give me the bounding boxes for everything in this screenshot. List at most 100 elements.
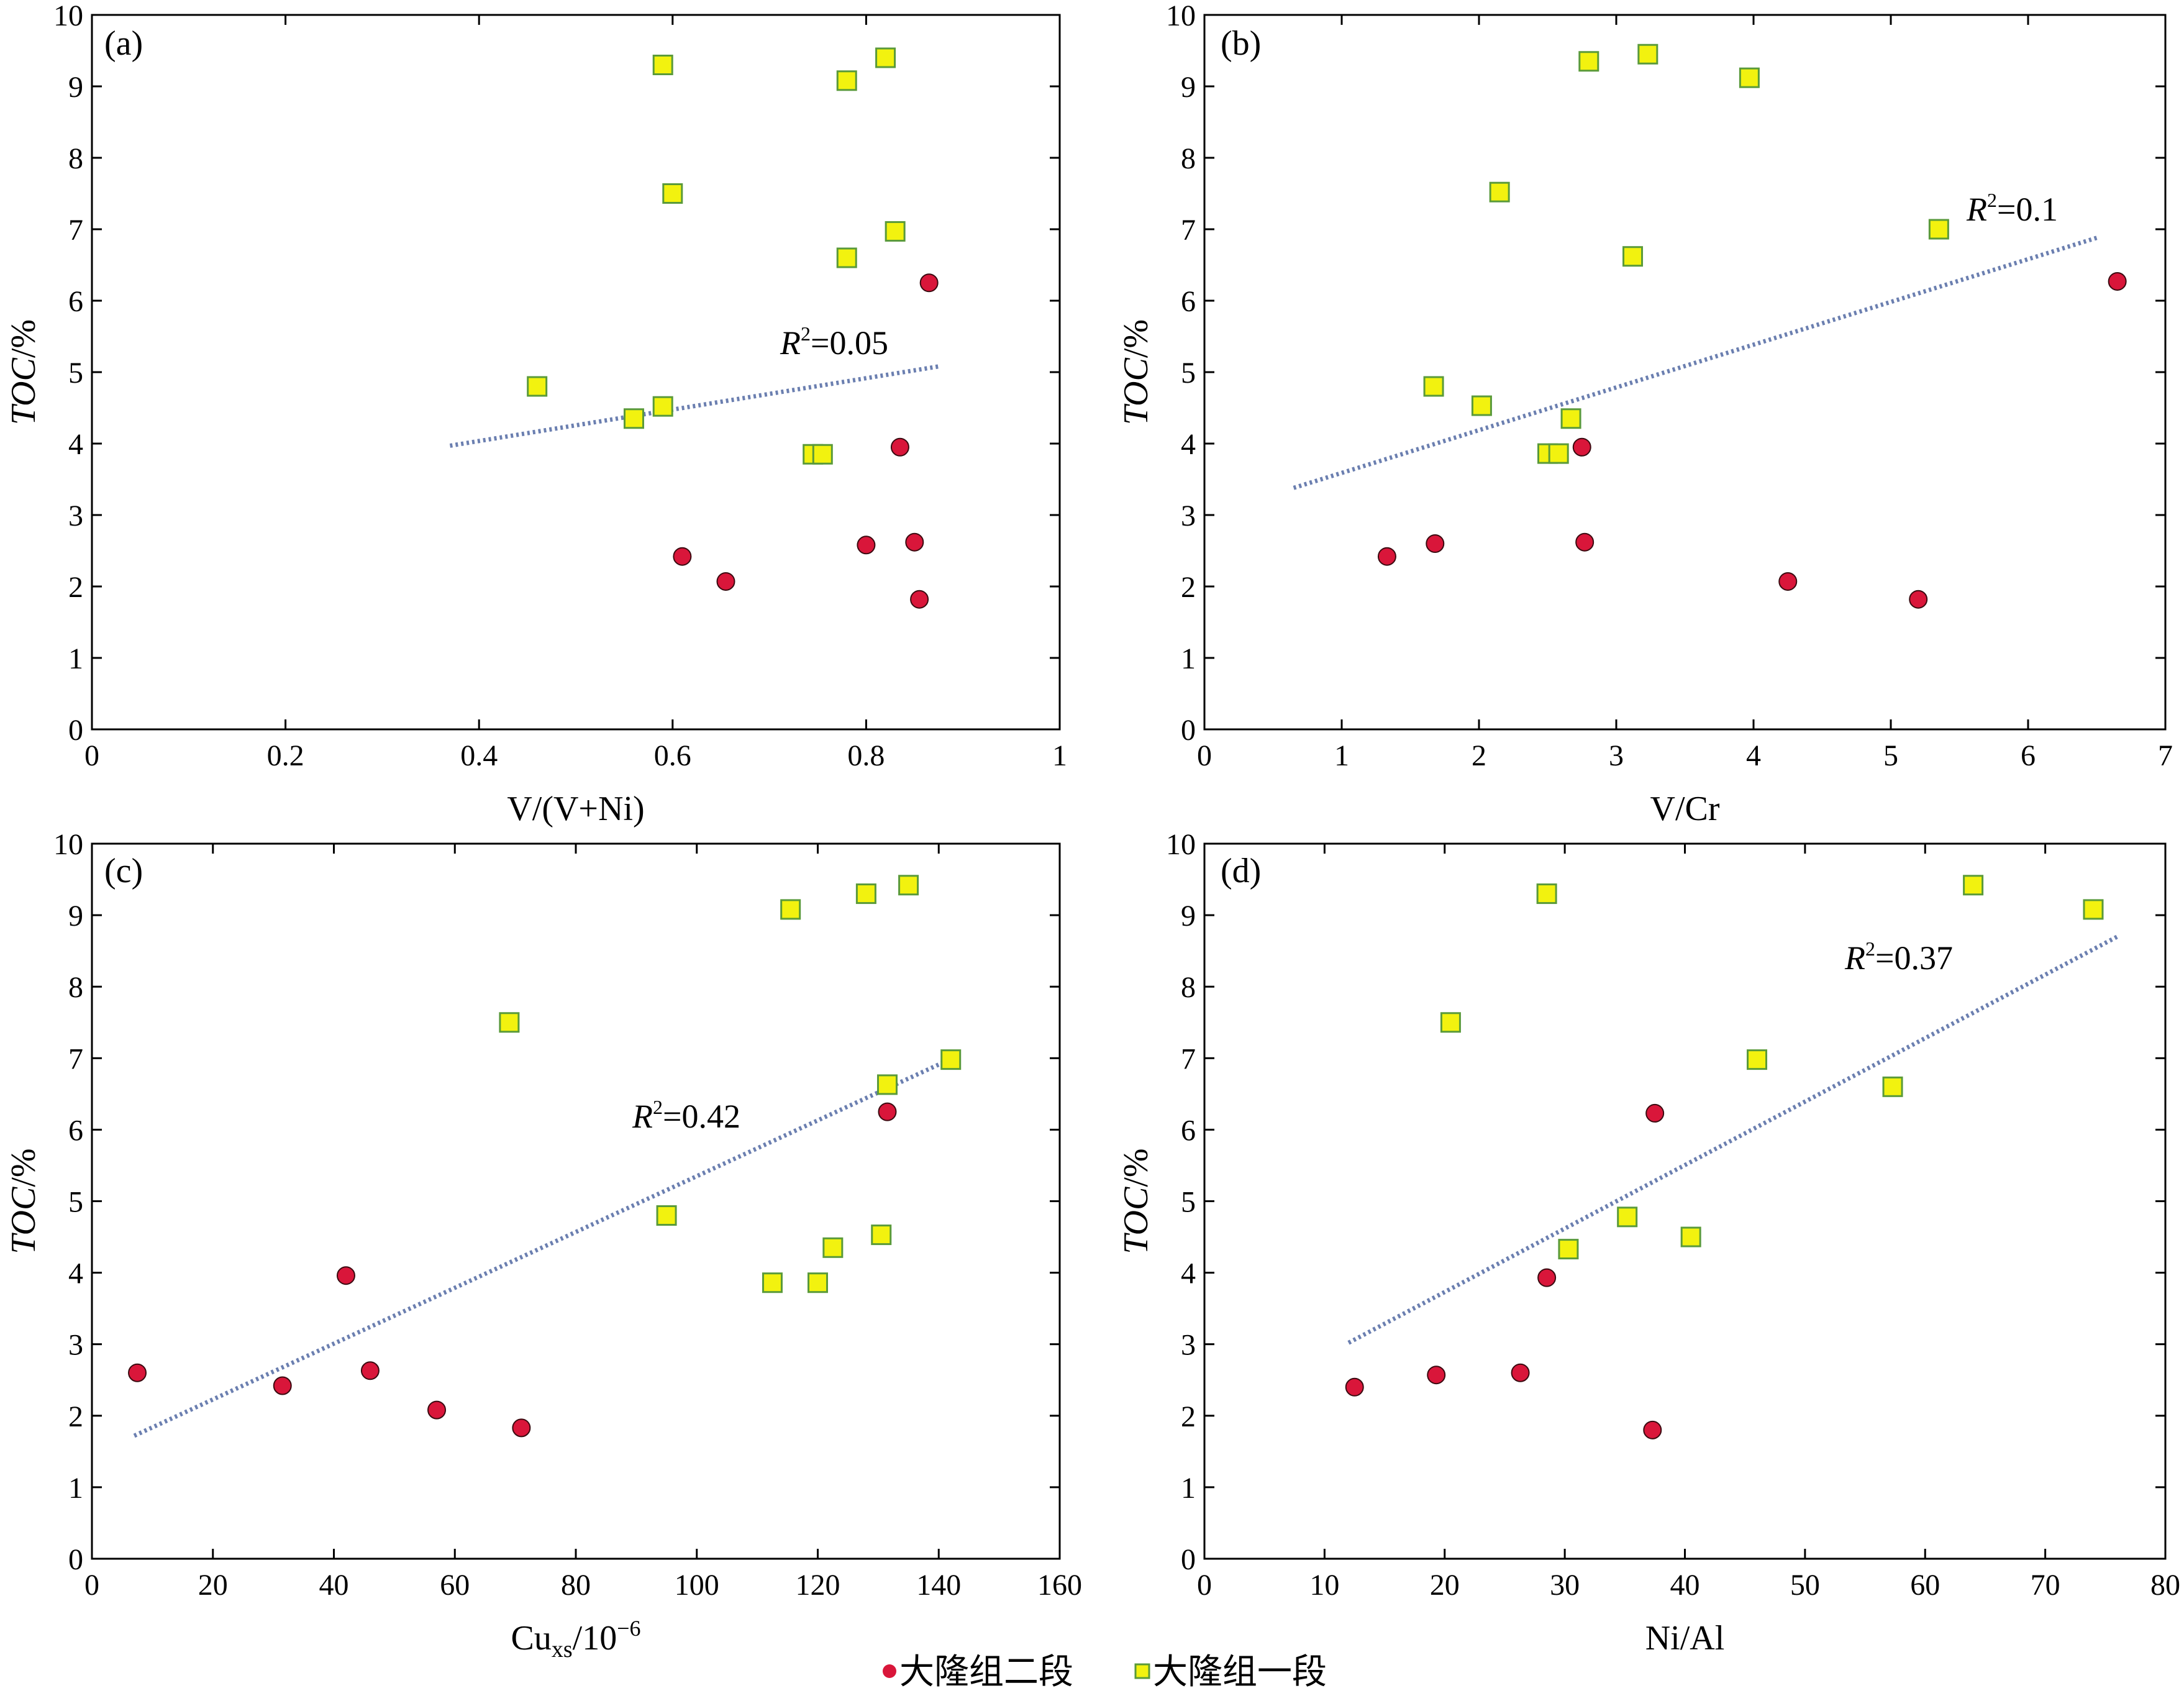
data-point-series1 <box>1423 376 1444 397</box>
x-tick-label: 100 <box>675 1569 719 1602</box>
chart-panel-b: 0 1 2 3 4 5 6 7 8 9 10 0 1 2 3 4 5 6 7 (b) V/Cr TOC/% R2=0.1 <box>1117 0 2173 828</box>
data-point-series1 <box>652 396 673 417</box>
x-tick-label: 60 <box>440 1569 470 1602</box>
legend: 大隆组二段 大隆组一段 <box>883 1652 1327 1692</box>
data-point-series1 <box>808 1272 828 1293</box>
data-point-series2 <box>1572 437 1591 457</box>
data-point-series2 <box>890 437 909 457</box>
data-point-series1 <box>499 1012 520 1033</box>
y-tick-label: 3 <box>1181 499 1196 532</box>
y-tick-label: 1 <box>1181 642 1196 675</box>
x-tick-label: 7 <box>2158 739 2173 772</box>
x-tick-label: 30 <box>1550 1569 1580 1602</box>
y-tick-label: 9 <box>1181 900 1196 933</box>
y-tick-label: 10 <box>1166 828 1196 861</box>
legend-marker-series1 <box>1134 1663 1150 1679</box>
trend-line <box>1293 235 2098 490</box>
x-tick-label: 5 <box>1883 739 1898 772</box>
x-tick-label: 0.2 <box>267 739 304 772</box>
data-point-series1 <box>1747 1049 1768 1070</box>
y-tick-label: 10 <box>1166 0 1196 32</box>
data-point-series1 <box>871 1224 892 1246</box>
data-point-series1 <box>1622 246 1644 267</box>
data-point-series1 <box>1489 181 1510 203</box>
x-axis-label: Ni/Al <box>1645 1619 1725 1658</box>
data-point-series2 <box>1511 1363 1530 1382</box>
data-point-series1 <box>623 408 644 429</box>
y-tick-label: 2 <box>1181 571 1196 604</box>
data-point-series1 <box>940 1049 962 1070</box>
plot-frame <box>91 842 1061 1560</box>
data-point-series2 <box>1909 590 1928 609</box>
data-point-series1 <box>1548 443 1569 464</box>
y-tick-label: 9 <box>68 71 83 104</box>
data-point-series2 <box>716 572 735 591</box>
data-point-series1 <box>836 70 857 91</box>
data-point-series1 <box>1963 875 1984 896</box>
y-tick-label: 8 <box>1181 142 1196 175</box>
y-tick-label: 1 <box>68 642 83 675</box>
x-tick-label: 0 <box>1197 1569 1212 1602</box>
legend-label-series1: 大隆组一段 <box>1153 1652 1327 1692</box>
trend-line <box>1347 934 2119 1345</box>
y-tick-label: 3 <box>68 1329 83 1362</box>
y-tick-label: 6 <box>68 1114 83 1147</box>
data-point-series2 <box>2108 271 2127 291</box>
y-tick-label: 5 <box>68 357 83 390</box>
y-tick-label: 7 <box>1181 214 1196 247</box>
data-point-series1 <box>2083 899 2104 920</box>
data-point-series2 <box>1645 1103 1665 1123</box>
data-point-series2 <box>1537 1268 1557 1287</box>
x-tick-label: 160 <box>1037 1569 1082 1602</box>
plot-frame <box>1203 14 2167 731</box>
y-tick-label: 6 <box>1181 1114 1196 1147</box>
data-point-series1 <box>822 1237 844 1258</box>
x-tick-label: 20 <box>1430 1569 1460 1602</box>
y-tick-label: 7 <box>68 1042 83 1075</box>
y-tick-label: 0 <box>68 714 83 747</box>
y-tick-label: 6 <box>68 285 83 318</box>
data-point-series1 <box>1637 43 1658 65</box>
y-tick-label: 0 <box>1181 714 1196 747</box>
data-point-series2 <box>905 532 924 552</box>
x-tick-label: 140 <box>916 1569 961 1602</box>
x-tick-label: 10 <box>1309 1569 1339 1602</box>
panel-label: (d) <box>1221 852 1261 890</box>
legend-label-series2: 大隆组二段 <box>899 1652 1073 1692</box>
y-tick-label: 2 <box>68 571 83 604</box>
panel-label: (b) <box>1221 24 1261 63</box>
y-tick-label: 1 <box>68 1472 83 1505</box>
trend-line <box>449 364 939 448</box>
data-point-series2 <box>1427 1366 1446 1385</box>
legend-marker-series2 <box>883 1664 896 1678</box>
x-tick-label: 80 <box>2150 1569 2180 1602</box>
data-point-series2 <box>273 1376 292 1395</box>
chart-panel-a: 0 1 2 3 4 5 6 7 8 9 10 0 0.2 0.4 0.6 0.8 1 (a) V/(V+Ni) TOC… <box>4 0 1067 828</box>
data-point-series2 <box>673 547 692 566</box>
y-tick-label: 8 <box>1181 971 1196 1004</box>
x-tick-label: 0 <box>84 739 99 772</box>
data-point-series1 <box>836 247 857 268</box>
data-point-series2 <box>1377 547 1396 566</box>
y-tick-label: 3 <box>1181 1329 1196 1362</box>
x-axis-label: V/Cr <box>1650 790 1720 828</box>
x-tick-label: 6 <box>2021 739 2036 772</box>
y-tick-label: 1 <box>1181 1472 1196 1505</box>
data-point-series1 <box>1560 408 1581 429</box>
x-tick-label: 80 <box>561 1569 591 1602</box>
y-tick-label: 7 <box>68 214 83 247</box>
y-tick-label: 10 <box>53 828 83 861</box>
x-tick-label: 0.4 <box>460 739 498 772</box>
x-tick-label: 40 <box>1670 1569 1700 1602</box>
data-point-series1 <box>780 899 801 920</box>
data-point-series1 <box>1558 1239 1579 1260</box>
data-point-series1 <box>885 221 906 242</box>
y-axis-label: TOC/% <box>4 1148 43 1254</box>
y-tick-label: 5 <box>68 1186 83 1219</box>
data-point-series2 <box>427 1400 447 1420</box>
y-tick-label: 0 <box>1181 1543 1196 1576</box>
y-tick-label: 9 <box>68 900 83 933</box>
plot-frame <box>1203 842 2167 1560</box>
data-point-series1 <box>855 883 876 905</box>
